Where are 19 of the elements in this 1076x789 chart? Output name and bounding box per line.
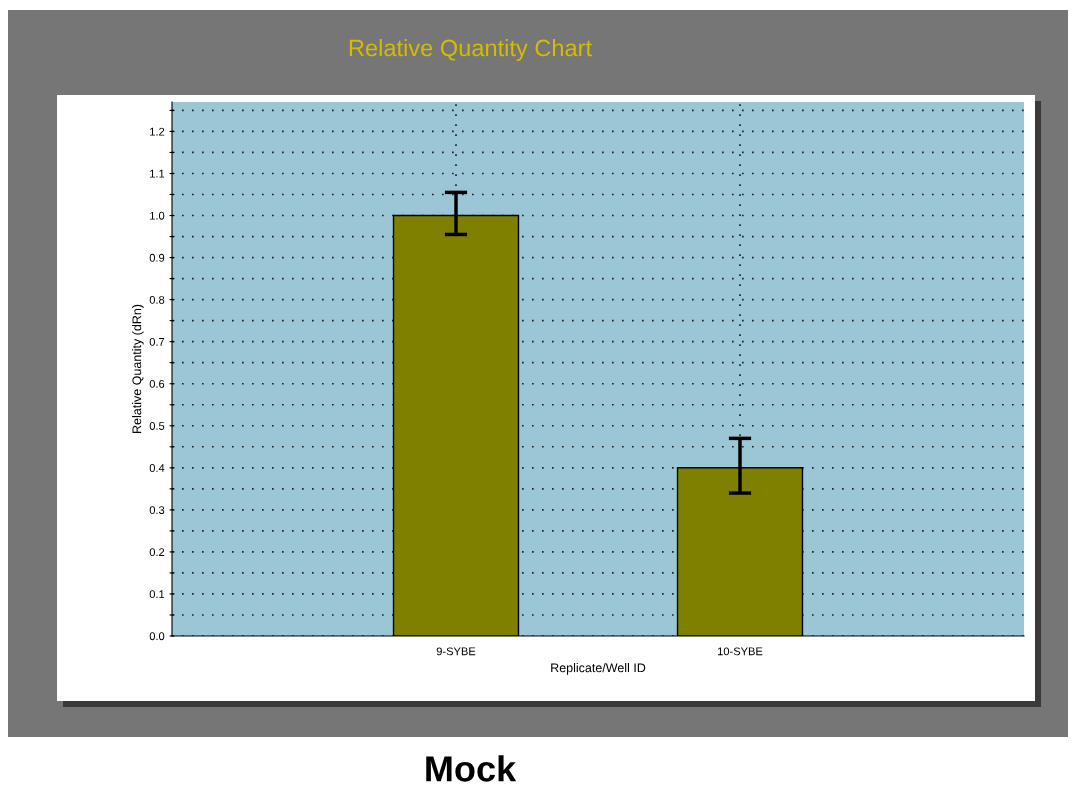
y-tick-label: 0.1 [149, 590, 165, 599]
y-tick-label: 0.2 [149, 548, 165, 557]
y-tick-label: 0.5 [149, 422, 165, 430]
y-tick-label: 1.0 [150, 211, 165, 220]
y-tick-label: 0.8 [149, 295, 165, 304]
y-tick-label: 0.0 [149, 632, 165, 641]
y-tick-label: 0.4 [149, 464, 165, 472]
text: Mock [426, 755, 517, 782]
y-tick-label: 0.9 [149, 253, 165, 262]
y-tick-label: 1.2 [150, 127, 165, 136]
x-tick-label: 9-SYBE [436, 647, 476, 656]
x-axis-title: Replicate/Well ID [551, 663, 646, 675]
y-axis-title: Relative Quantity (dRn) [132, 304, 144, 433]
x-tick-label: 10-SYBE [718, 647, 763, 656]
y-tick-label: 0.7 [149, 337, 165, 346]
y-tick-label: 0.3 [149, 506, 165, 514]
y-tick-label: 0.6 [149, 379, 165, 388]
y-tick-label: 1.1 [150, 169, 165, 178]
chart-title: Relative Quantity Chart [349, 39, 592, 61]
